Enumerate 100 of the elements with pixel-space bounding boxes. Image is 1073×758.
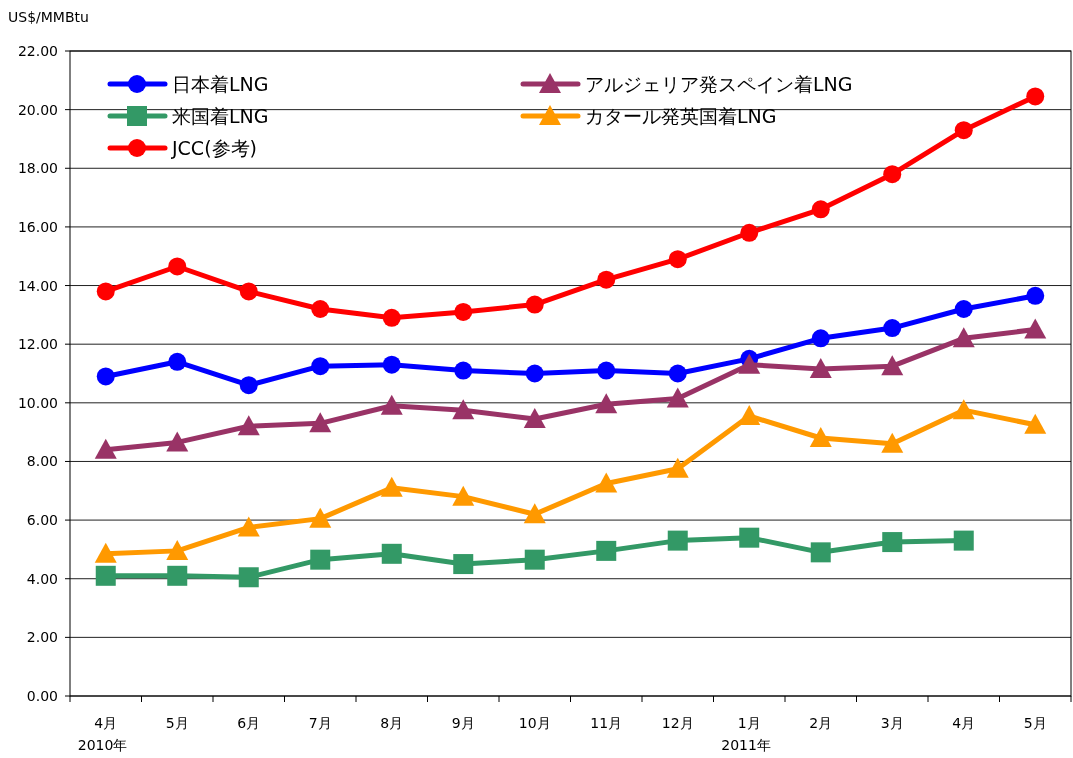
point <box>309 412 332 433</box>
x-tick-label: 4月 <box>952 715 976 731</box>
legend-label: JCC(参考) <box>171 137 257 159</box>
x-tick-label: 10月 <box>518 715 551 731</box>
point <box>167 565 188 586</box>
point <box>239 282 258 301</box>
x-tick-label: 5月 <box>1023 715 1047 731</box>
point <box>668 364 687 383</box>
y-tick-label: 22.00 <box>17 43 58 59</box>
point <box>811 329 830 348</box>
y-tick-label: 4.00 <box>26 570 58 587</box>
legend-label: 日本着LNG <box>172 73 269 95</box>
point <box>1024 318 1047 339</box>
x-tick-label: 5月 <box>165 715 189 731</box>
x-tick-label: 11月 <box>590 715 623 731</box>
point <box>238 567 259 588</box>
point <box>382 355 401 374</box>
point <box>94 438 117 459</box>
x-tick-label: 12月 <box>661 715 694 731</box>
x-tick-label: 1月 2011年 <box>721 715 771 753</box>
point <box>883 319 902 338</box>
point <box>952 327 975 348</box>
x-tick-label: 2月 <box>809 715 833 731</box>
point <box>525 295 544 314</box>
x-tick-label: 3月 <box>880 715 904 731</box>
legend-label: 米国着LNG <box>172 105 269 127</box>
point <box>166 431 189 452</box>
point <box>738 405 761 426</box>
legend-label: カタール発英国着LNG <box>585 105 777 127</box>
point <box>166 539 189 560</box>
point <box>309 507 332 528</box>
point <box>454 361 473 380</box>
point <box>953 530 974 551</box>
point <box>1026 87 1045 106</box>
y-tick-label: 16.00 <box>17 218 58 235</box>
y-tick-label: 20.00 <box>17 101 58 118</box>
point <box>94 542 117 563</box>
point <box>881 355 904 376</box>
point <box>453 554 474 575</box>
point <box>666 387 689 408</box>
point <box>311 300 330 318</box>
point <box>881 432 904 453</box>
point <box>738 353 761 374</box>
point <box>595 472 618 493</box>
x-tick-label: 8月 <box>380 715 404 731</box>
point <box>311 357 330 376</box>
point <box>524 549 545 570</box>
point <box>1024 413 1047 434</box>
point <box>452 399 475 420</box>
point <box>237 415 260 436</box>
point <box>740 223 759 242</box>
point <box>237 516 260 537</box>
y-tick-label: 18.00 <box>17 160 58 177</box>
point <box>310 549 331 570</box>
point <box>809 427 832 447</box>
point <box>810 542 831 563</box>
point <box>811 200 830 219</box>
x-tick-label: 9月 <box>451 715 475 731</box>
point <box>95 565 116 586</box>
point <box>596 540 617 561</box>
point <box>239 376 258 395</box>
point <box>380 476 403 497</box>
legend-label: アルジェリア発スペイン着LNG <box>585 73 853 95</box>
y-tick-label: 6.00 <box>26 512 58 529</box>
x-tick-label: 4月 2010年 <box>77 715 128 753</box>
point <box>597 270 616 289</box>
point <box>454 302 473 321</box>
point <box>381 543 402 564</box>
point <box>595 393 618 414</box>
y-tick-label: 0.00 <box>26 688 58 704</box>
x-tick-label: 6月 <box>237 715 261 731</box>
y-axis-title: US$/MMBtu <box>8 9 89 25</box>
y-tick-label: 12.00 <box>17 336 58 353</box>
y-tick-label: 10.00 <box>17 394 58 411</box>
point <box>452 485 475 506</box>
point <box>883 165 902 184</box>
point <box>809 358 832 379</box>
point <box>954 121 973 140</box>
point <box>739 527 760 548</box>
point <box>523 407 546 428</box>
point <box>96 367 115 386</box>
point <box>952 399 975 420</box>
point <box>168 257 187 276</box>
point <box>597 361 616 380</box>
point <box>168 352 187 371</box>
point <box>380 394 403 415</box>
point <box>1026 286 1045 305</box>
point <box>525 364 544 383</box>
y-tick-label: 14.00 <box>17 277 58 294</box>
point <box>382 308 401 327</box>
point <box>954 300 973 318</box>
y-tick-label: 8.00 <box>26 453 58 470</box>
point <box>666 457 689 478</box>
point <box>96 282 115 301</box>
point <box>523 503 546 524</box>
x-tick-label: 7月 <box>308 715 332 731</box>
y-tick-label: 2.00 <box>26 629 58 646</box>
point <box>668 250 687 269</box>
point <box>667 530 688 551</box>
point <box>882 532 903 553</box>
